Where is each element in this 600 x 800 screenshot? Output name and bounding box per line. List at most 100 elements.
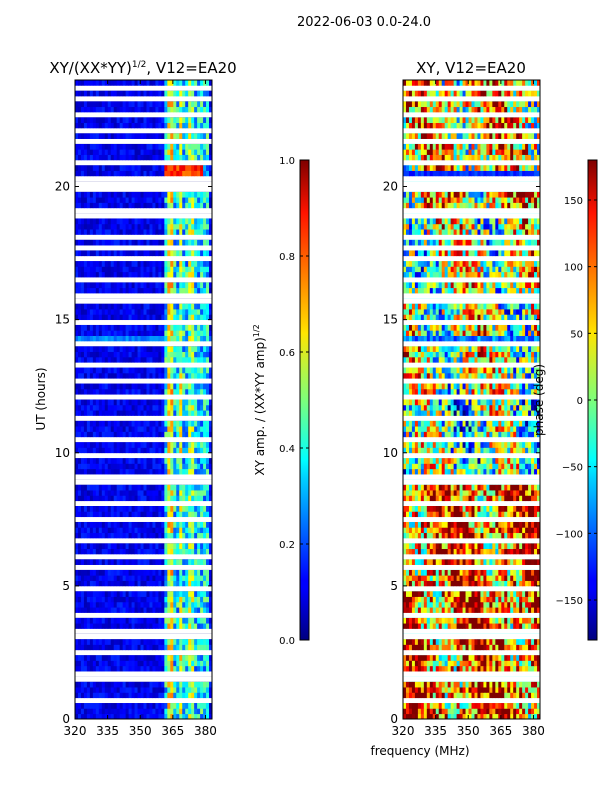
heatmap-cell — [206, 170, 210, 177]
heatmap-cell — [197, 287, 201, 294]
heatmap-cell — [170, 399, 174, 406]
heatmap-cell — [95, 202, 100, 209]
heatmap-cell — [161, 229, 165, 235]
heatmap-cell — [471, 575, 475, 581]
heatmap-cell — [176, 559, 180, 565]
heatmap-cell — [86, 490, 91, 496]
heatmap-cell — [131, 154, 135, 161]
heatmap-cell — [104, 346, 109, 352]
heatmap-cell — [429, 521, 434, 528]
heatmap-cell — [83, 692, 88, 699]
heatmap-cell — [203, 122, 207, 129]
heatmap-cell — [107, 601, 112, 608]
heatmap-cell — [194, 617, 198, 624]
heatmap-cell — [122, 346, 127, 352]
heatmap-cell — [420, 713, 425, 719]
heatmap-cell — [462, 532, 466, 539]
heatmap-cell — [89, 601, 94, 608]
heatmap-cell — [531, 601, 535, 608]
heatmap-cell — [426, 617, 431, 624]
heatmap-cell — [131, 229, 135, 235]
heatmap-cell — [411, 569, 416, 576]
x-tick-label: 320 — [64, 724, 87, 738]
heatmap-cell — [426, 660, 431, 667]
heatmap-cell — [89, 617, 94, 624]
heatmap-cell — [185, 575, 189, 581]
heatmap-cell — [206, 548, 210, 555]
heatmap-cell — [92, 511, 97, 518]
heatmap-cell — [447, 713, 452, 719]
heatmap-cell — [98, 399, 103, 406]
heatmap-cell — [209, 117, 212, 123]
heatmap-cell — [182, 713, 186, 719]
heatmap-cell — [125, 548, 130, 555]
heatmap-cell — [483, 527, 487, 534]
heatmap-cell — [140, 580, 144, 587]
heatmap-cell — [134, 399, 138, 406]
heatmap-cell — [75, 404, 79, 411]
heatmap-cell — [468, 617, 472, 624]
heatmap-cell — [459, 543, 463, 549]
heatmap-cell — [77, 122, 82, 129]
heatmap-cell — [477, 623, 481, 629]
heatmap-cell — [405, 601, 410, 608]
heatmap-cell — [119, 202, 124, 209]
heatmap-cell — [176, 170, 180, 177]
heatmap-cell — [92, 410, 97, 416]
heatmap-cell — [134, 143, 138, 150]
heatmap-cell — [194, 575, 198, 581]
heatmap-cell — [179, 404, 183, 411]
heatmap-cell — [89, 133, 94, 139]
heatmap-cell — [447, 687, 452, 693]
heatmap-cell — [149, 250, 153, 257]
heatmap-cell — [89, 239, 94, 246]
heatmap-cell — [101, 324, 106, 331]
heatmap-cell — [155, 644, 159, 651]
heatmap-cell — [113, 495, 118, 502]
heatmap-cell — [95, 383, 100, 390]
heatmap-cell — [519, 548, 523, 555]
heatmap-cell — [194, 372, 198, 379]
heatmap-cell — [179, 463, 183, 470]
heatmap-cell — [101, 713, 106, 719]
heatmap-cell — [513, 596, 517, 603]
heatmap-cell — [161, 681, 165, 688]
heatmap-cell — [522, 660, 526, 667]
heatmap-cell — [534, 644, 538, 651]
heatmap-cell — [471, 708, 475, 715]
heatmap-cell — [206, 687, 210, 693]
heatmap-cell — [188, 101, 192, 108]
heatmap-cell — [128, 399, 132, 406]
heatmap-cell — [155, 703, 159, 709]
colorbar-tick-label: 0.0 — [279, 636, 295, 647]
heatmap-cell — [158, 569, 162, 576]
heatmap-cell — [137, 303, 141, 310]
heatmap-cell — [420, 559, 425, 565]
heatmap-cell — [426, 580, 431, 587]
heatmap-cell — [158, 250, 162, 257]
heatmap-cell — [125, 90, 130, 97]
heatmap-cell — [438, 543, 443, 549]
heatmap-cell — [197, 106, 201, 113]
heatmap-cell — [137, 713, 141, 719]
heatmap-cell — [185, 170, 189, 177]
heatmap-cell — [456, 532, 460, 539]
heatmap-cell — [182, 282, 186, 289]
heatmap-cell — [107, 511, 112, 518]
heatmap-cell — [185, 218, 189, 225]
heatmap-cell — [176, 420, 180, 427]
heatmap-cell — [143, 575, 147, 581]
heatmap-cell — [185, 399, 189, 406]
heatmap-cell — [441, 596, 446, 603]
heatmap-cell — [161, 170, 165, 177]
heatmap-cell — [432, 665, 437, 672]
heatmap-cell — [119, 426, 124, 432]
heatmap-cell — [414, 617, 419, 624]
heatmap-cell — [179, 490, 183, 496]
heatmap-cell — [468, 660, 472, 667]
heatmap-cell — [417, 548, 422, 555]
heatmap-cell — [203, 692, 207, 699]
heatmap-cell — [510, 708, 514, 715]
heatmap-cell — [89, 692, 94, 699]
heatmap-cell — [203, 191, 207, 198]
